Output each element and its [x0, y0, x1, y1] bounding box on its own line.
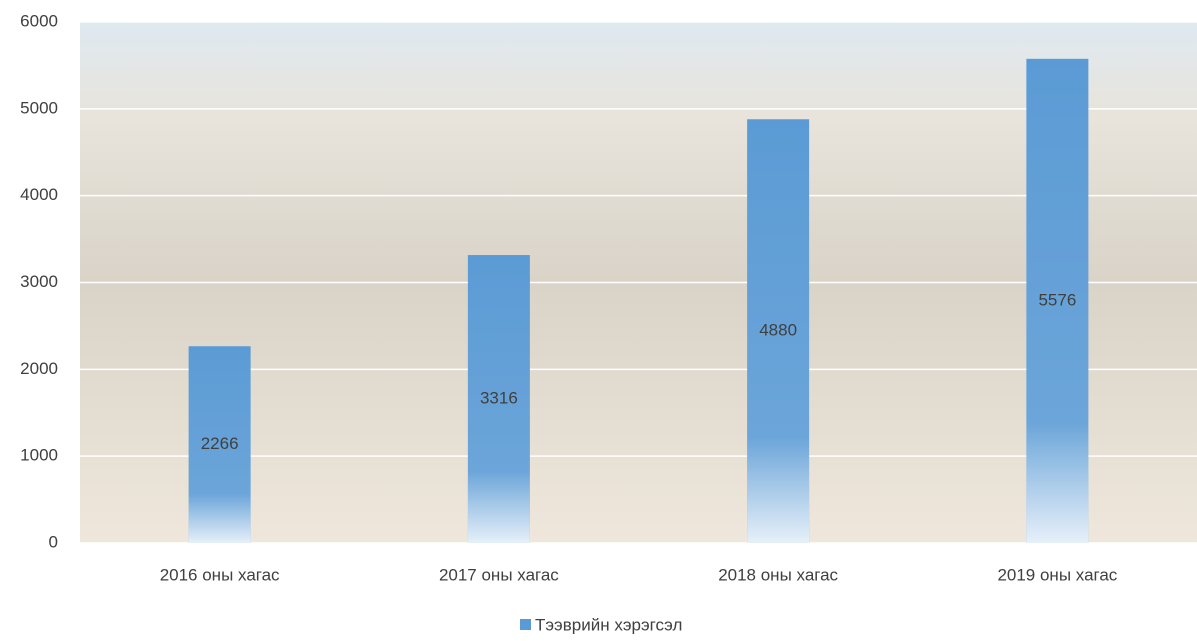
data-label: 5576	[1038, 290, 1076, 309]
y-tick-label: 3000	[20, 272, 58, 291]
x-tick-label: 2016 оны хагас	[160, 565, 280, 584]
data-label: 4880	[759, 321, 797, 340]
y-tick-label: 5000	[20, 98, 58, 117]
chart: 0 1000 2000 3000 4000 5000 6000 2016 оны хагас 2…	[0, 0, 1197, 636]
y-tick-label: 1000	[20, 446, 58, 465]
legend-swatch	[520, 619, 531, 630]
y-tick-label: 2000	[20, 359, 58, 378]
y-tick-label: 4000	[20, 185, 58, 204]
data-label: 3316	[480, 389, 518, 408]
x-tick-label: 2019 оны хагас	[997, 565, 1117, 584]
x-tick-label: 2018 оны хагас	[718, 565, 838, 584]
legend-label: Тээврийн хэрэгсэл	[535, 615, 682, 634]
x-tick-label: 2017 оны хагас	[439, 565, 559, 584]
data-label: 2266	[201, 434, 239, 453]
y-tick-label: 6000	[20, 11, 58, 30]
y-tick-label: 0	[49, 532, 58, 551]
